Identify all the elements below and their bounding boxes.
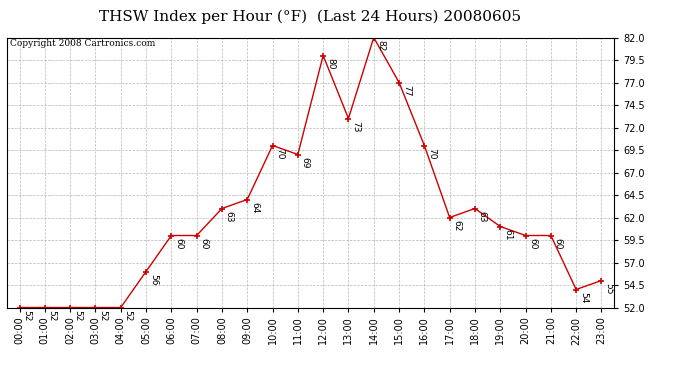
Text: 52: 52 (48, 310, 57, 322)
Text: 62: 62 (453, 220, 462, 232)
Text: 52: 52 (73, 310, 82, 322)
Text: 60: 60 (529, 238, 538, 250)
Text: 70: 70 (275, 148, 284, 160)
Text: 60: 60 (174, 238, 183, 250)
Text: 61: 61 (503, 229, 512, 241)
Text: 64: 64 (250, 202, 259, 214)
Text: 55: 55 (604, 283, 613, 295)
Text: 63: 63 (477, 211, 486, 223)
Text: 60: 60 (199, 238, 208, 250)
Text: 70: 70 (427, 148, 436, 160)
Text: 63: 63 (225, 211, 234, 223)
Text: 52: 52 (22, 310, 31, 322)
Text: 80: 80 (326, 58, 335, 70)
Text: 52: 52 (98, 310, 107, 322)
Text: 82: 82 (377, 40, 386, 52)
Text: 52: 52 (124, 310, 132, 322)
Text: 54: 54 (579, 292, 588, 304)
Text: 60: 60 (553, 238, 562, 250)
Text: 73: 73 (351, 121, 360, 133)
Text: THSW Index per Hour (°F)  (Last 24 Hours) 20080605: THSW Index per Hour (°F) (Last 24 Hours)… (99, 9, 522, 24)
Text: 69: 69 (301, 157, 310, 169)
Text: 56: 56 (149, 274, 158, 286)
Text: Copyright 2008 Cartronics.com: Copyright 2008 Cartronics.com (10, 39, 155, 48)
Text: 77: 77 (402, 85, 411, 97)
